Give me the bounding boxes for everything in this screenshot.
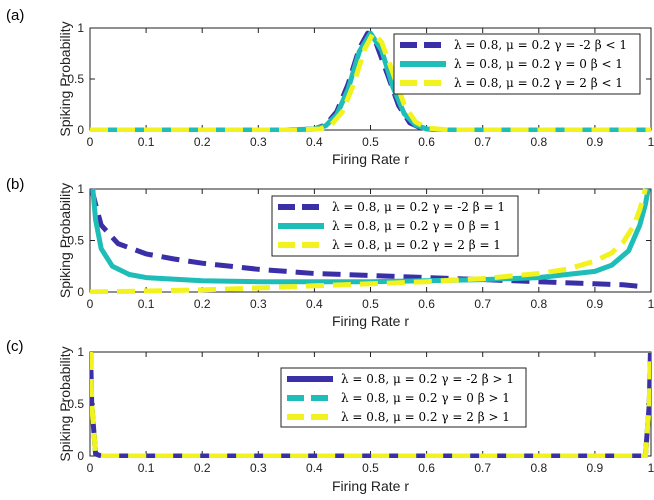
x-tick-label: 0.1 <box>138 461 155 475</box>
x-tick-label: 0.6 <box>418 461 435 475</box>
legend-entry: λ = 0.8, μ = 0.2 γ = 2 β = 1 <box>332 238 501 252</box>
x-tick-label: 0.7 <box>474 297 491 311</box>
legend-entry: λ = 0.8, μ = 0.2 γ = -2 β = 1 <box>332 200 505 214</box>
panel-label: (b) <box>6 176 24 193</box>
x-tick-label: 0 <box>87 461 94 475</box>
x-tick-label: 0.4 <box>306 135 323 149</box>
x-tick-label: 1 <box>648 297 654 311</box>
x-tick-label: 0.8 <box>530 297 547 311</box>
y-axis-label: Spiking Probability <box>57 21 73 136</box>
x-tick-label: 0.7 <box>474 461 491 475</box>
y-tick-label: 0.5 <box>67 397 84 411</box>
legend-entry: λ = 0.8, μ = 0.2 γ = 0 β < 1 <box>454 57 623 71</box>
x-tick-label: 0 <box>87 297 94 311</box>
x-axis-label: Firing Rate r <box>332 151 409 167</box>
panel-1: (a) 0 0.1 0.2 0.3 0.4 0.5 0.6 0.7 0.8 0.9 1 0 0.5 1 Fir… <box>6 7 654 167</box>
x-tick-label: 0.6 <box>418 135 435 149</box>
panel-3: (c) 0 0.1 0.2 0.3 0.4 0.5 0.6 0.7 0.8 0.9 1 0 0.5 1 Fir… <box>6 338 654 494</box>
legend: λ = 0.8, μ = 0.2 γ = -2 β < 1 λ = 0.8, μ … <box>393 33 641 95</box>
x-tick-label: 0.3 <box>250 135 267 149</box>
y-axis-label: Spiking Probability <box>57 183 73 298</box>
x-tick-label: 0.2 <box>194 297 211 311</box>
legend-entry: λ = 0.8, μ = 0.2 γ = 0 β > 1 <box>341 391 510 405</box>
x-tick-label: 0.4 <box>306 297 323 311</box>
y-tick-label: 0 <box>77 123 84 137</box>
x-tick-label: 0.1 <box>138 135 155 149</box>
x-tick-label: 0.6 <box>418 297 435 311</box>
series-line-3 <box>90 30 651 132</box>
panel-label: (a) <box>6 7 24 24</box>
legend-entry: λ = 0.8, μ = 0.2 γ = -2 β < 1 <box>454 38 627 52</box>
x-tick-label: 0.2 <box>194 135 211 149</box>
x-tick-label: 0.5 <box>362 461 379 475</box>
y-axis-label: Spiking Probability <box>57 346 73 461</box>
x-tick-label: 0.8 <box>530 461 547 475</box>
panel-label: (c) <box>6 338 24 355</box>
x-tick-label: 0.7 <box>474 135 491 149</box>
x-tick-label: 0.9 <box>587 461 604 475</box>
y-tick-label: 0.5 <box>67 234 84 248</box>
x-tick-label: 0.2 <box>194 461 211 475</box>
x-tick-label: 0.3 <box>250 461 267 475</box>
legend: λ = 0.8, μ = 0.2 γ = -2 β > 1 λ = 0.8, μ … <box>280 367 527 428</box>
x-tick-label: 0.3 <box>250 297 267 311</box>
legend-entry: λ = 0.8, μ = 0.2 γ = 2 β > 1 <box>341 410 510 424</box>
legend-entry: λ = 0.8, μ = 0.2 γ = 0 β = 1 <box>332 219 501 233</box>
x-tick-label: 0.5 <box>362 297 379 311</box>
legend-entry: λ = 0.8, μ = 0.2 γ = -2 β > 1 <box>341 372 514 386</box>
series-line-3 <box>90 351 651 458</box>
x-tick-label: 0.5 <box>362 135 379 149</box>
x-tick-label: 0.4 <box>306 461 323 475</box>
x-tick-label: 1 <box>648 135 654 149</box>
series-line-3 <box>90 188 648 294</box>
y-tick-label: 1 <box>77 345 84 359</box>
y-tick-label: 0 <box>77 285 84 299</box>
y-tick-label: 0 <box>77 449 84 463</box>
x-tick-label: 0.9 <box>587 297 604 311</box>
panel-2: (b) 0 0.1 0.2 0.3 0.4 0.5 0.6 0.7 0.8 0.9 1 0 0.5 1 Fir… <box>6 176 654 329</box>
x-axis-label: Firing Rate r <box>332 478 409 494</box>
y-tick-label: 1 <box>77 21 84 35</box>
x-tick-label: 0 <box>87 135 94 149</box>
x-tick-label: 0.8 <box>530 135 547 149</box>
y-tick-label: 0.5 <box>67 72 84 86</box>
x-axis-label: Firing Rate r <box>332 313 409 329</box>
legend: λ = 0.8, μ = 0.2 γ = -2 β = 1 λ = 0.8, μ … <box>271 195 519 257</box>
y-tick-label: 1 <box>77 182 84 196</box>
x-tick-label: 0.1 <box>138 297 155 311</box>
series-line-1 <box>90 188 646 290</box>
legend-entry: λ = 0.8, μ = 0.2 γ = 2 β < 1 <box>454 76 623 90</box>
x-tick-label: 1 <box>648 461 654 475</box>
x-tick-label: 0.9 <box>587 135 604 149</box>
